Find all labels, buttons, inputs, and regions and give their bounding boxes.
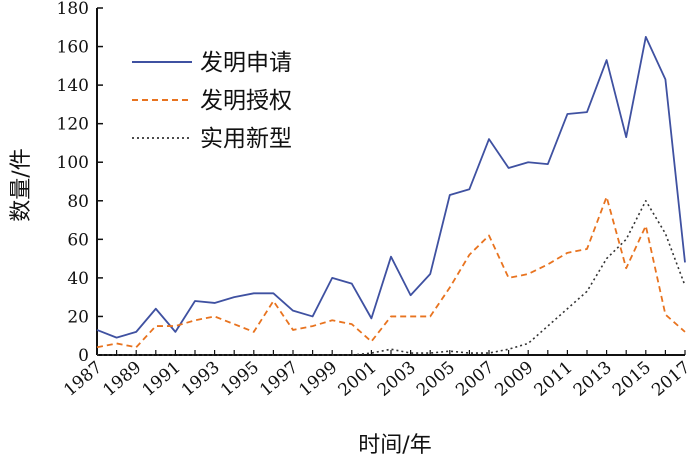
x-tick-label: 2011	[531, 358, 577, 401]
series-lines	[96, 36, 686, 356]
x-tick-label: 2003	[374, 358, 420, 401]
series-line-1	[96, 196, 686, 349]
y-tick-label: 0	[78, 346, 89, 366]
x-tick-label: 2007	[452, 358, 498, 401]
legend-label-0: 发明申请	[200, 50, 292, 76]
x-tick-label: 1999	[295, 358, 341, 401]
y-axis: 0 20 40 60 80 100 120 140 160 180	[57, 0, 103, 366]
x-axis: 1987198919911993199519971999200120032005…	[60, 350, 694, 401]
series-line-0	[96, 36, 686, 339]
x-tick-label: 2001	[335, 358, 381, 401]
legend-label-2: 实用新型	[200, 126, 292, 152]
x-tick-label: 2017	[648, 358, 694, 401]
series-line-2	[97, 199, 686, 356]
y-tick-label: 120	[57, 115, 89, 135]
y-axis-title: 数量/件	[9, 148, 34, 221]
x-tick-label: 1991	[139, 358, 185, 401]
y-tick-label: 160	[57, 38, 89, 58]
x-tick-label: 1995	[217, 358, 263, 401]
x-tick-label: 1989	[99, 358, 145, 401]
y-tick-label: 100	[57, 153, 89, 173]
x-tick-label: 2009	[491, 358, 537, 401]
x-tick-label: 2015	[609, 358, 655, 401]
x-tick-label: 2013	[570, 358, 616, 401]
x-axis-title: 时间/年	[358, 433, 431, 458]
y-tick-label: 40	[67, 269, 89, 289]
y-tick-label: 80	[67, 192, 89, 212]
y-tick-label: 20	[67, 307, 89, 327]
x-tick-label: 1997	[256, 358, 302, 401]
x-tick-label: 2005	[413, 358, 459, 401]
y-tick-label: 60	[67, 230, 89, 250]
y-tick-label: 180	[57, 0, 89, 19]
y-tick-label: 140	[57, 76, 89, 96]
legend-label-1: 发明授权	[200, 88, 292, 114]
x-tick-label: 1993	[178, 358, 224, 401]
